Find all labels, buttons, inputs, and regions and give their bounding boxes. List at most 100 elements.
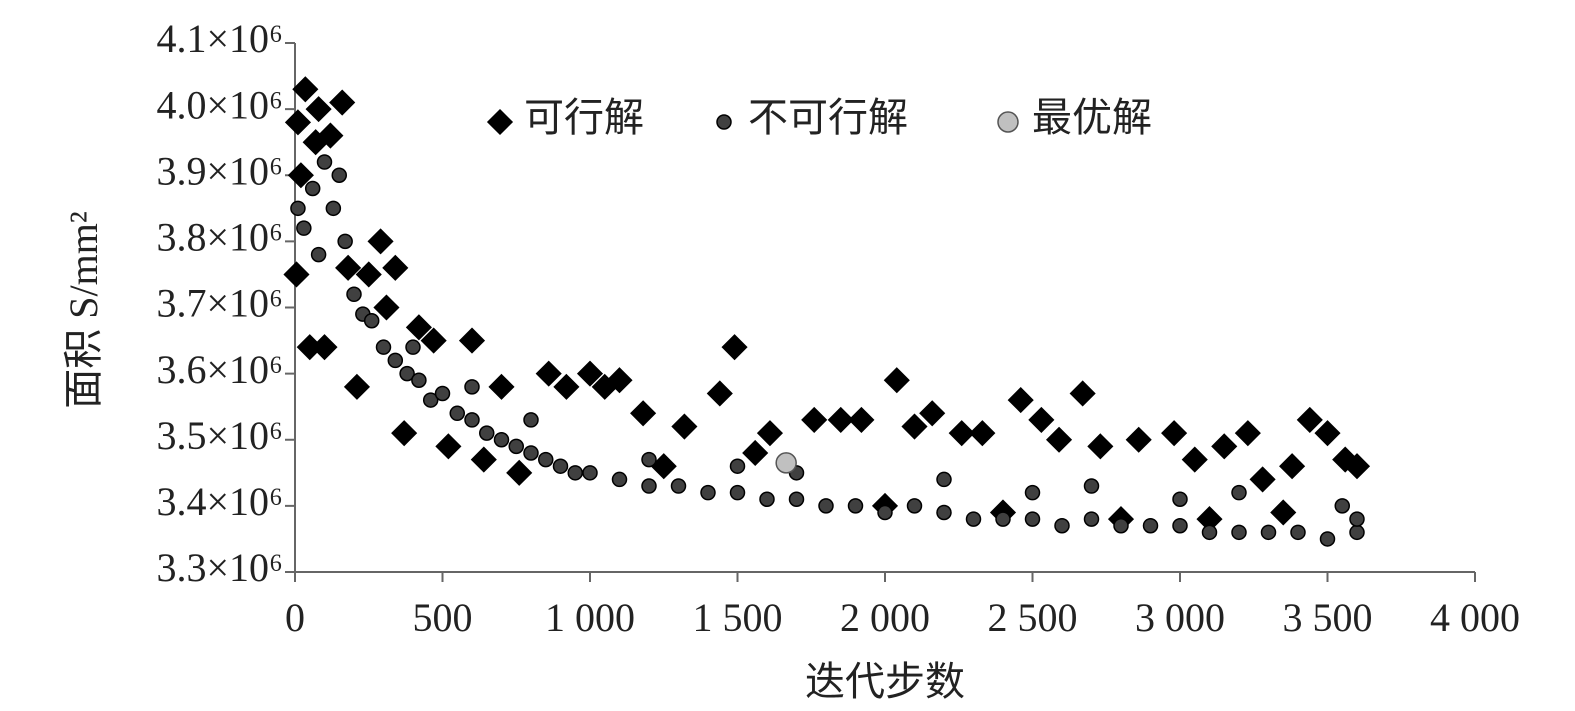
infeasible-point [523, 445, 539, 461]
feasible-point [506, 459, 533, 486]
feasible-point [488, 373, 515, 400]
y-tick-label: 4.1×10⁶ [156, 16, 283, 61]
infeasible-point [1113, 517, 1129, 534]
legend-label: 可行解 [524, 95, 644, 140]
infeasible-point [1172, 491, 1188, 508]
infeasible-point [1142, 517, 1159, 534]
feasible-point [630, 400, 657, 427]
y-tick-label: 4.0×10⁶ [156, 82, 283, 127]
feasible-point [382, 254, 409, 281]
feasible-point [1234, 420, 1261, 447]
feasible-point [287, 162, 314, 189]
infeasible-point [1231, 524, 1247, 541]
infeasible-point [479, 425, 495, 441]
infeasible-point [464, 379, 480, 395]
y-tick-label: 3.8×10⁶ [156, 215, 283, 260]
infeasible-point [847, 498, 864, 514]
infeasible-point [552, 458, 569, 474]
feasible-point [1161, 420, 1188, 447]
infeasible-point [434, 385, 451, 402]
infeasible-point [965, 511, 982, 527]
y-tick-label: 3.3×10⁶ [156, 545, 283, 590]
feasible-point [420, 327, 447, 354]
infeasible-point [729, 484, 746, 501]
legend-label: 最优解 [1032, 95, 1152, 140]
infeasible-point [310, 246, 327, 263]
feasible-point [317, 122, 344, 149]
infeasible-point [877, 504, 893, 521]
feasible-point [283, 261, 310, 288]
infeasible-point [611, 471, 628, 488]
infeasible-point [818, 498, 834, 514]
infeasible-point [1083, 511, 1100, 527]
infeasible-point [1231, 484, 1247, 501]
feasible-point [284, 109, 312, 136]
y-tick-label: 3.4×10⁶ [156, 479, 283, 524]
feasible-point [576, 360, 604, 387]
feasible-point [1045, 426, 1073, 453]
y-tick-label: 3.6×10⁶ [156, 347, 283, 392]
infeasible-point [464, 412, 480, 428]
infeasible-point [1054, 517, 1070, 534]
infeasible-point [788, 491, 805, 508]
x-tick-label: 1 000 [545, 595, 635, 640]
feasible-point [1343, 453, 1371, 480]
y-tick-label: 3.5×10⁶ [156, 413, 283, 458]
infeasible-point [422, 392, 439, 408]
infeasible-point [405, 339, 421, 355]
feasible-point [1007, 387, 1034, 414]
infeasible-point [316, 154, 333, 170]
infeasible-point [1349, 511, 1365, 527]
infeasible-point [449, 405, 465, 422]
x-tick-label: 1 500 [693, 595, 783, 640]
x-tick-label: 3 500 [1283, 595, 1373, 640]
infeasible-point [296, 220, 312, 236]
infeasible-point [337, 233, 353, 250]
feasible-point [1314, 420, 1341, 447]
infeasible-point [641, 451, 657, 468]
feasible-point [435, 433, 462, 460]
legend-marker [486, 108, 514, 136]
feasible-point [721, 334, 748, 361]
infeasible-point [325, 200, 342, 217]
x-tick-label: 2 000 [840, 595, 930, 640]
feasible-point [742, 439, 769, 467]
infeasible-point [1083, 478, 1100, 494]
infeasible-point [346, 286, 362, 303]
feasible-point [292, 76, 319, 103]
feasible-point [671, 413, 698, 440]
feasible-point [1028, 406, 1055, 433]
infeasible-point [508, 438, 524, 455]
infeasible-point [411, 372, 427, 388]
x-tick-label: 2 500 [988, 595, 1078, 640]
feasible-point [335, 254, 362, 281]
feasible-point [827, 406, 854, 433]
infeasible-point [1024, 511, 1041, 527]
x-axis-label: 迭代步数 [805, 659, 965, 704]
feasible-point [305, 96, 332, 123]
x-tick-label: 4 000 [1430, 595, 1520, 640]
optimal-point [775, 452, 797, 474]
infeasible-point [538, 451, 554, 468]
infeasible-point [906, 498, 923, 514]
infeasible-point [1290, 524, 1306, 541]
infeasible-point [1024, 484, 1041, 501]
infeasible-point [1260, 524, 1277, 541]
infeasible-point [1319, 531, 1336, 547]
feasible-point [1211, 433, 1238, 460]
legend-label: 不可行解 [748, 95, 908, 140]
legend-marker [716, 114, 732, 130]
infeasible-point [1349, 524, 1365, 541]
infeasible-point [375, 339, 392, 355]
infeasible-point [670, 478, 687, 494]
infeasible-point [641, 478, 657, 494]
feasible-point [883, 367, 910, 394]
y-axis-label: 面积 S/mm² [61, 211, 106, 409]
x-tick-label: 0 [285, 595, 305, 640]
infeasible-point [1201, 524, 1218, 541]
feasible-point [458, 327, 486, 354]
feasible-point [706, 380, 733, 407]
feasible-point [969, 420, 996, 447]
feasible-point [343, 373, 371, 400]
